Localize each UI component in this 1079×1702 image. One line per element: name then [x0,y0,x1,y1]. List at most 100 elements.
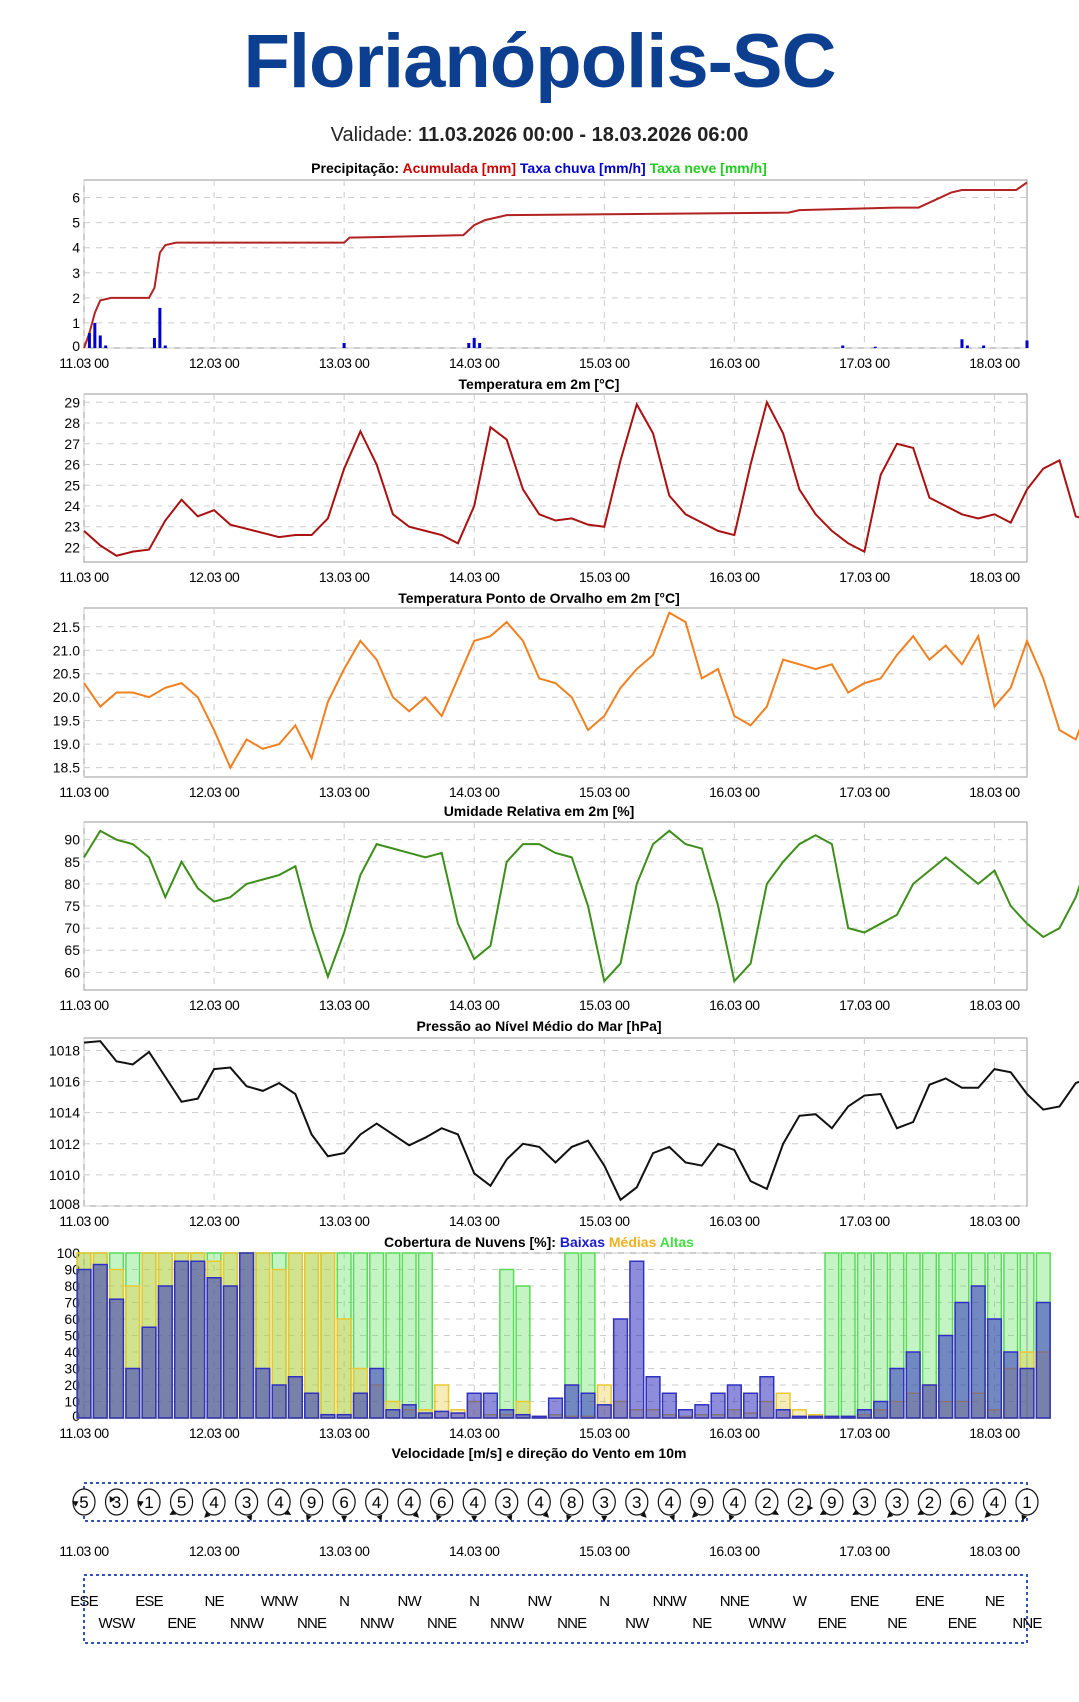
chart-precip: Precipitação: Acumulada [mm] Taxa chuva … [59,160,1029,371]
bar-Médias [336,1318,352,1419]
bar-Baixas [645,1376,661,1419]
bar-Baixas [352,1392,369,1419]
bar-Baixas [824,1415,840,1419]
wind-direction-label: NNW [230,1615,265,1632]
bar-Baixas [369,1367,385,1419]
wind-speed-circle [495,1488,519,1516]
x-tick-label: 14.03 00 [449,355,500,371]
bar-Baixas [434,1410,450,1419]
chart-clouds: Cobertura de Nuvens [%]: Baixas Médias A… [57,1234,1051,1441]
wind-speed-label: 3 [632,1493,641,1512]
x-tick-label: 11.03 00 [59,1213,109,1229]
x-tick-label: 15.03 00 [579,355,630,371]
bar-Baixas [108,1298,125,1419]
y-tick-label: 20 [64,1377,80,1393]
bar-Médias [320,1252,336,1419]
x-tick-label: 11.03 00 [59,355,109,371]
y-tick-label: 100 [57,1245,81,1261]
y-tick-label: 60 [64,1311,80,1327]
x-tick-label: 12.03 00 [189,1213,240,1229]
x-tick-label: 18.03 00 [969,355,1020,371]
x-tick-label: 18.03 00 [969,569,1020,585]
wind-direction-label: NNE [1012,1615,1042,1632]
y-tick-label: 1014 [49,1105,80,1121]
bar-Baixas [856,1409,873,1419]
x-tick-label: 12.03 00 [189,784,240,800]
x-tick-label: 14.03 00 [449,1213,500,1229]
wind-speed-circle [397,1488,421,1516]
y-tick-label: 85 [64,854,80,870]
y-tick-label: 70 [64,1295,80,1311]
wind-arrow-icon [691,1511,699,1518]
y-tick-label: 1016 [49,1074,80,1090]
bar-Baixas [1019,1367,1035,1419]
bar-Taxa chuva [mm/h] [93,322,97,348]
y-tick-label: 3 [72,265,80,281]
wind-direction-label: WSW [99,1615,137,1632]
bar-Baixas [612,1318,629,1419]
bar-Baixas [173,1260,190,1419]
wind-direction-label: ENE [948,1615,977,1632]
wind-speed-circle [820,1488,844,1516]
chart-title-part: Umidade Relativa em 2m [%] [444,803,635,819]
x-tick-label: 17.03 00 [839,1213,890,1229]
validity-label: Validade: [330,124,413,146]
bar-Baixas [873,1400,889,1419]
bar-Baixas [970,1285,986,1419]
x-tick-label: 15.03 00 [579,569,630,585]
y-tick-label: 22 [64,539,80,555]
bar-Baixas [238,1252,255,1419]
wind-speed-label: 6 [957,1493,966,1512]
wind-arrow-icon [71,1501,79,1507]
chart-title-part: Temperatura em 2m [°C] [459,376,620,392]
wind-speed-circle [592,1488,616,1516]
bar-Baixas [759,1376,775,1419]
y-tick-label: 0 [72,1408,80,1424]
bar-Taxa chuva [mm/h] [152,337,156,348]
bar-Taxa chuva [mm/h] [467,342,471,348]
wind-direction-label: WNW [261,1593,299,1610]
bar-Taxa chuva [mm/h] [104,345,108,348]
x-tick-label: 11.03 00 [59,997,109,1013]
bar-Altas [515,1285,531,1419]
bar-Taxa chuva [mm/h] [841,345,845,348]
wind-direction-label: NE [692,1615,712,1632]
y-tick-label: 70 [64,920,80,936]
wind-arrow-icon [887,1511,894,1518]
chart-title-part: Altas [660,1234,694,1250]
wind-arrow-icon [246,1514,253,1522]
bar-Baixas [954,1301,970,1419]
bar-Baixas [190,1260,206,1419]
wind-arrow-icon [169,1509,177,1515]
wind-direction-label: NE [887,1615,907,1632]
wind-direction-label: NW [528,1593,553,1610]
y-tick-label: 26 [64,457,80,473]
wind-direction-label: NNW [653,1593,688,1610]
y-tick-label: 2 [72,290,80,306]
wind-speed-label: 8 [567,1493,576,1512]
y-tick-label: 1008 [49,1196,80,1212]
series-line-Temperatura [83,399,1079,557]
chart-title-part: Precipitação: [311,160,402,176]
wind-speed-label: 4 [535,1493,544,1512]
bar-Baixas [808,1415,824,1419]
chart-pressure: Pressão ao Nível Médio do Mar [hPa]10081… [49,1018,1079,1229]
wind-arrow-icon [640,1511,647,1518]
wind-speed-circle [787,1488,811,1516]
wind-speed-circle [625,1488,649,1516]
bar-Taxa chuva [mm/h] [478,342,482,348]
wind-arrow-icon [1021,1514,1028,1522]
x-tick-label: 12.03 00 [189,1543,240,1559]
bar-Taxa chuva [mm/h] [342,342,346,348]
bar-Baixas [694,1404,710,1419]
wind-direction-label: ENE [818,1615,847,1632]
y-tick-label: 21.0 [53,642,80,658]
wind-arrow-icon [819,1509,827,1515]
bar-Altas [417,1252,434,1419]
wind-speed-circle [852,1488,877,1516]
bar-Baixas [1003,1351,1019,1419]
chart-temp: Temperatura em 2m [°C] 22 23 24 25 26 27 28 29 11… [59,376,1079,585]
wind-direction-label: ESE [70,1593,98,1610]
wind-speed-label: 5 [79,1493,88,1512]
chart-title: Pressão ao Nível Médio do Mar [hPa] [416,1018,661,1034]
